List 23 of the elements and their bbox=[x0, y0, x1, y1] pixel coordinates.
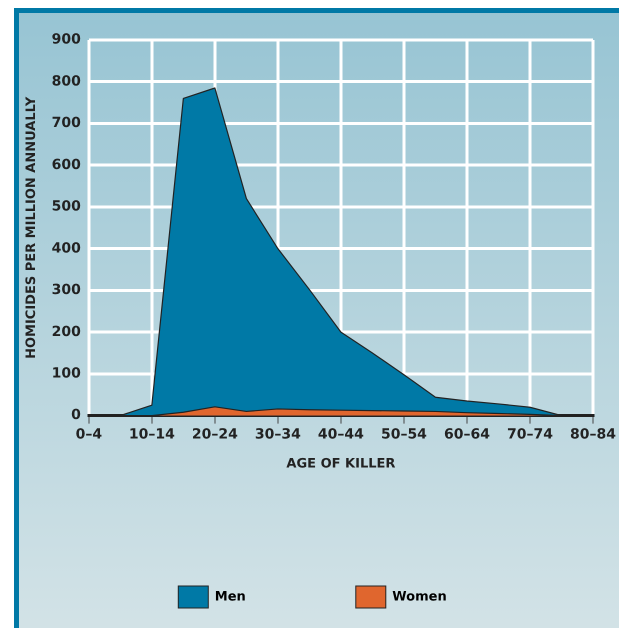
y-axis-title: HOMICIDES PER MILLION ANNUALLY bbox=[24, 96, 40, 359]
y-tick-label: 0 bbox=[71, 407, 82, 424]
x-tick-label: 50–54 bbox=[380, 426, 428, 443]
x-tick-label: 0–4 bbox=[76, 426, 102, 443]
x-tick-label: 80–84 bbox=[570, 426, 616, 443]
y-tick-label: 800 bbox=[52, 73, 82, 90]
y-tick-label: 900 bbox=[52, 32, 82, 48]
x-tick-label: 70–74 bbox=[507, 426, 554, 443]
x-tick-label: 20–24 bbox=[192, 426, 238, 443]
x-tick-label: 40–44 bbox=[318, 426, 364, 443]
y-tick-label: 600 bbox=[52, 156, 82, 173]
x-tick-label: 30–34 bbox=[254, 426, 302, 443]
legend-label: Women bbox=[392, 589, 447, 604]
x-tick-label: 60–64 bbox=[444, 426, 490, 443]
y-tick-label: 500 bbox=[52, 198, 82, 215]
y-tick-label: 700 bbox=[52, 115, 82, 132]
y-tick-label: 400 bbox=[52, 240, 82, 256]
y-tick-label: 200 bbox=[52, 324, 82, 340]
x-axis-title: AGE OF KILLER bbox=[286, 456, 396, 472]
x-tick-label: 10–14 bbox=[128, 426, 176, 443]
y-tick-label: 100 bbox=[52, 366, 82, 382]
legend-label: Men bbox=[214, 589, 246, 604]
y-tick-label: 300 bbox=[52, 282, 82, 298]
